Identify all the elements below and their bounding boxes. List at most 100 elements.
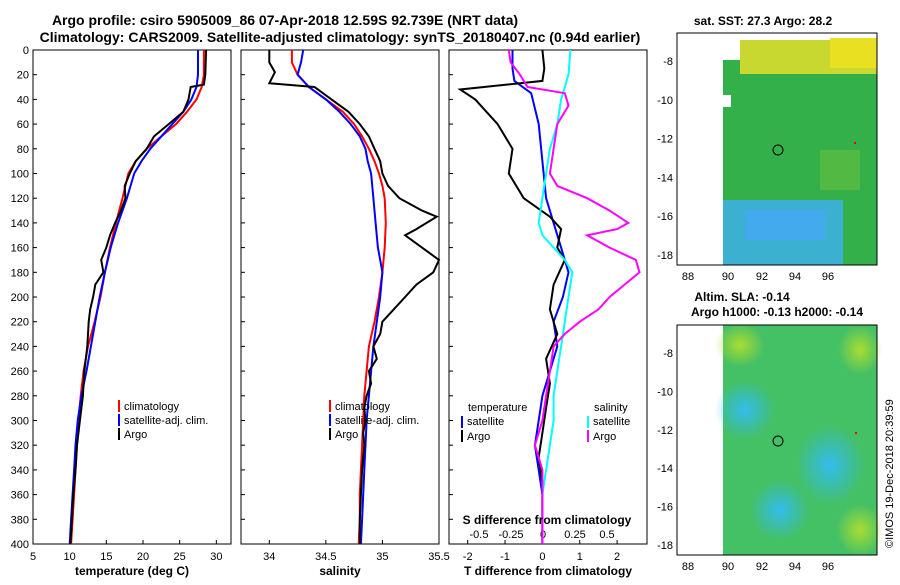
series-line-temperature-argo bbox=[457, 49, 566, 544]
temperature-legend: climatology satellite-adj. clim. Argo bbox=[118, 400, 208, 441]
series-line-climatology bbox=[290, 50, 387, 545]
map-y-tick-label: -18 bbox=[657, 250, 673, 262]
s-diff-tick-label: 0.25 bbox=[564, 529, 585, 541]
x-tick-label: 25 bbox=[174, 551, 186, 563]
x-tick-label: 5 bbox=[30, 551, 36, 563]
series-line-salinity-argo bbox=[507, 49, 641, 544]
series-line-salinity-satellite bbox=[537, 49, 574, 544]
temperature-panel bbox=[32, 49, 232, 545]
difference-legend: temperature satellite Argo salinity sate… bbox=[461, 402, 630, 443]
sla-map-title-1: Altim. SLA: -0.14 bbox=[694, 290, 790, 304]
difference-panel bbox=[448, 49, 648, 545]
legend-label-salinity-argo: Argo bbox=[593, 431, 616, 443]
legend-label-argo: Argo bbox=[335, 429, 358, 441]
y-tick-label: 320 bbox=[11, 440, 29, 452]
sla-map-frame bbox=[676, 324, 878, 556]
legend-label-satellite: satellite-adj. clim. bbox=[124, 415, 208, 427]
x-tick-label: -2 bbox=[463, 551, 473, 563]
y-tick-label: 80 bbox=[17, 144, 29, 156]
legend-label-climatology: climatology bbox=[124, 401, 180, 413]
salinity-legend: climatology satellite-adj. clim. Argo bbox=[329, 400, 419, 441]
title-line-1: Argo profile: csiro 5905009_86 07-Apr-20… bbox=[52, 12, 518, 28]
y-tick-label: 40 bbox=[17, 94, 29, 106]
temperature-xlabel: temperature (deg C) bbox=[75, 564, 189, 578]
y-tick-label: 400 bbox=[11, 539, 29, 551]
map-x-tick-label: 94 bbox=[789, 561, 801, 573]
map-y-tick-label: -14 bbox=[657, 172, 673, 184]
x-tick-label: 34 bbox=[263, 551, 275, 563]
s-diff-tick-label: -0.5 bbox=[470, 529, 489, 541]
map-y-tick-label: -18 bbox=[657, 540, 673, 552]
x-tick-label: 15 bbox=[100, 551, 112, 563]
y-tick-label: 200 bbox=[11, 292, 29, 304]
argo-position-marker bbox=[772, 144, 784, 156]
y-tick-label: 160 bbox=[11, 243, 29, 255]
y-tick-label: 360 bbox=[11, 490, 29, 502]
x-tick-label: -1 bbox=[500, 551, 510, 563]
sst-map bbox=[676, 32, 878, 266]
salinity-panel bbox=[240, 49, 440, 545]
legend-label-temperature-argo: Argo bbox=[467, 431, 490, 443]
map-y-tick-label: -12 bbox=[657, 425, 673, 437]
legend-temperature-header: temperature bbox=[468, 402, 527, 414]
y-tick-label: 60 bbox=[17, 119, 29, 131]
sla-map bbox=[676, 323, 884, 556]
map-x-tick-label: 94 bbox=[789, 271, 801, 283]
x-tick-label: 20 bbox=[137, 551, 149, 563]
map-y-tick-label: -10 bbox=[657, 95, 673, 107]
map-x-tick-label: 90 bbox=[722, 561, 734, 573]
series-line-argo bbox=[267, 50, 441, 544]
legend-label-climatology: climatology bbox=[335, 401, 391, 413]
map-y-tick-label: -16 bbox=[657, 211, 673, 223]
map-x-tick-label: 92 bbox=[756, 561, 768, 573]
x-tick-label: 0 bbox=[539, 551, 545, 563]
argo-dot bbox=[854, 431, 858, 435]
x-tick-label: 10 bbox=[64, 551, 76, 563]
y-tick-label: 340 bbox=[11, 465, 29, 477]
x-tick-label: 30 bbox=[210, 551, 222, 563]
y-tick-label: 0 bbox=[23, 45, 29, 57]
difference-xlabel: T difference from climatology bbox=[464, 564, 632, 578]
y-tick-label: 280 bbox=[11, 391, 29, 403]
map-x-tick-label: 88 bbox=[682, 271, 694, 283]
series-line-satellite-adj-clim- bbox=[296, 49, 384, 545]
legend-label-salinity-satellite: satellite bbox=[593, 416, 630, 428]
y-tick-label: 180 bbox=[11, 267, 29, 279]
x-tick-label: 34.5 bbox=[315, 551, 336, 563]
y-tick-label: 220 bbox=[11, 317, 29, 329]
map-y-tick-label: -8 bbox=[663, 56, 673, 68]
series-line-satellite-adj-clim- bbox=[68, 50, 199, 545]
y-tick-label: 240 bbox=[11, 341, 29, 353]
s-difference-label: S difference from climatology bbox=[463, 513, 632, 527]
sst-map-title: sat. SST: 27.3 Argo: 28.2 bbox=[694, 14, 833, 28]
x-tick-label: 35.5 bbox=[428, 551, 449, 563]
argo-dot bbox=[853, 141, 857, 145]
map-x-tick-label: 90 bbox=[722, 271, 734, 283]
imos-watermark: ©IMOS 19-Dec-2018 20:39:59 bbox=[884, 399, 896, 548]
legend-label-satellite: satellite-adj. clim. bbox=[335, 415, 419, 427]
legend-label-temperature-satellite: satellite bbox=[467, 416, 504, 428]
map-y-tick-label: -10 bbox=[657, 386, 673, 398]
map-x-tick-label: 92 bbox=[756, 271, 768, 283]
s-diff-tick-label: -0.25 bbox=[498, 529, 523, 541]
y-tick-label: 100 bbox=[11, 169, 29, 181]
y-tick-label: 120 bbox=[11, 193, 29, 205]
sla-map-title-2: Argo h1000: -0.13 h2000: -0.14 bbox=[691, 305, 863, 319]
s-diff-tick-label: 0.5 bbox=[599, 529, 614, 541]
y-tick-label: 140 bbox=[11, 218, 29, 230]
legend-salinity-header: salinity bbox=[594, 402, 628, 414]
y-tick-label: 300 bbox=[11, 416, 29, 428]
legend-label-argo: Argo bbox=[124, 429, 147, 441]
y-tick-label: 20 bbox=[17, 70, 29, 82]
map-x-tick-label: 96 bbox=[822, 271, 834, 283]
sst-map-frame bbox=[676, 32, 878, 266]
x-tick-label: 1 bbox=[577, 551, 583, 563]
y-tick-label: 260 bbox=[11, 366, 29, 378]
y-tick-label: 380 bbox=[11, 514, 29, 526]
map-x-tick-label: 88 bbox=[682, 561, 694, 573]
map-y-tick-label: -12 bbox=[657, 134, 673, 146]
title-line-2: Climatology: CARS2009. Satellite-adjuste… bbox=[40, 29, 641, 45]
series-line-temperature-satellite bbox=[511, 50, 570, 544]
argo-position-marker bbox=[772, 435, 784, 447]
